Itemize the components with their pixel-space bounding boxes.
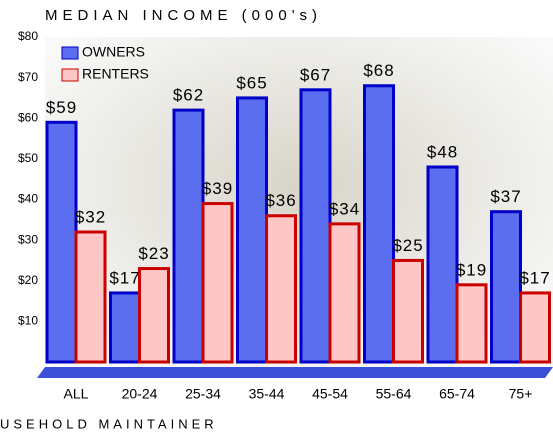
bar bbox=[299, 88, 332, 364]
value-label: $48 bbox=[427, 142, 458, 161]
legend-label: RENTERS bbox=[82, 66, 149, 82]
bar bbox=[236, 96, 268, 364]
bar bbox=[201, 202, 234, 364]
value-label: $37 bbox=[490, 187, 521, 206]
x-tick-label: 65-74 bbox=[439, 386, 475, 402]
value-label: $23 bbox=[138, 244, 169, 263]
x-tick-label: 20-24 bbox=[122, 386, 158, 402]
x-tick-label: 25-34 bbox=[185, 386, 221, 402]
y-tick-label: $30 bbox=[18, 232, 38, 246]
value-label: $34 bbox=[329, 199, 360, 218]
floor bbox=[37, 367, 553, 378]
bar bbox=[328, 222, 361, 364]
x-tick-label: 75+ bbox=[509, 386, 533, 402]
x-axis-label: USEHOLD MAINTAINER bbox=[0, 416, 218, 431]
value-label: $65 bbox=[236, 73, 267, 92]
bar bbox=[172, 108, 205, 364]
bar bbox=[109, 291, 141, 364]
x-tick-label: 55-64 bbox=[376, 386, 412, 402]
value-label: $68 bbox=[363, 61, 394, 80]
value-label: $67 bbox=[300, 65, 331, 84]
bar bbox=[265, 214, 297, 364]
value-label: $17 bbox=[519, 268, 550, 287]
bar bbox=[74, 230, 107, 364]
value-label: $17 bbox=[109, 268, 140, 287]
x-tick-label: ALL bbox=[64, 386, 89, 402]
bar bbox=[138, 267, 170, 364]
y-tick-label: $70 bbox=[18, 70, 38, 84]
bar bbox=[519, 291, 551, 364]
legend-swatch bbox=[61, 68, 79, 82]
legend-label: OWNERS bbox=[82, 44, 145, 60]
value-label: $39 bbox=[202, 179, 233, 198]
y-tick-label: $50 bbox=[18, 151, 38, 165]
bar bbox=[363, 84, 395, 364]
bar bbox=[426, 165, 459, 364]
y-tick-label: $20 bbox=[18, 273, 38, 287]
chart-title: MEDIAN INCOME (000's) bbox=[45, 7, 322, 24]
value-label: $62 bbox=[173, 86, 204, 105]
legend-swatch bbox=[61, 46, 79, 60]
value-label: $32 bbox=[75, 207, 106, 226]
value-label: $36 bbox=[265, 191, 296, 210]
value-label: $59 bbox=[46, 98, 77, 117]
bar bbox=[45, 120, 78, 364]
value-label: $25 bbox=[392, 236, 423, 255]
x-tick-label: 45-54 bbox=[312, 386, 348, 402]
bar bbox=[455, 283, 488, 364]
y-tick-label: $60 bbox=[18, 110, 38, 124]
y-tick-label: $10 bbox=[18, 314, 38, 328]
y-tick-label: $40 bbox=[18, 192, 38, 206]
bar bbox=[392, 258, 424, 364]
x-tick-label: 35-44 bbox=[249, 386, 285, 402]
value-label: $19 bbox=[456, 260, 487, 279]
bar bbox=[490, 210, 522, 364]
y-tick-label: $80 bbox=[18, 29, 38, 43]
